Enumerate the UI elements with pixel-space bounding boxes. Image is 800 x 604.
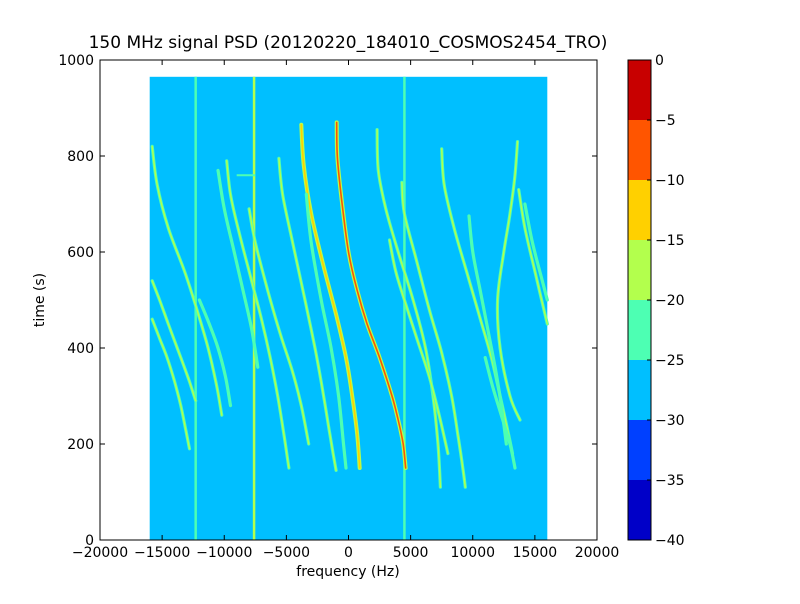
colorbar-tick-label: 0: [655, 53, 664, 69]
y-tick-label: 600: [67, 245, 94, 261]
colorbar-segment: [628, 180, 651, 240]
signal-track: [151, 145, 223, 416]
colorbar-segment: [628, 480, 651, 540]
y-tick-label: 400: [67, 341, 94, 357]
colorbar-segment: [628, 300, 651, 360]
colorbar-tick-label: −35: [655, 473, 685, 489]
colorbar: −40 −35 −30 −25 −20 −15 −10 −5 0: [627, 53, 685, 549]
colorbar-tick-label: −5: [655, 113, 676, 129]
x-axis-ticks: −20000 −15000 −10000 −5000 0 5000 10000 15000 20…: [72, 60, 619, 561]
signal-track: [376, 128, 442, 488]
x-tick-label: −15000: [134, 545, 190, 561]
signal-track: [518, 188, 548, 325]
colorbar-segment: [628, 120, 651, 180]
signal-track: [300, 124, 361, 469]
colorbar-tick-label: −40: [655, 533, 685, 549]
signal-track: [305, 193, 347, 469]
signal-track: [198, 299, 232, 407]
y-tick-label: 800: [67, 149, 94, 165]
signal-track: [226, 160, 290, 469]
signal-tracks: [150, 120, 549, 489]
signal-track: [524, 203, 548, 301]
x-tick-label: 20000: [575, 545, 620, 561]
heatmap-background: [149, 76, 548, 541]
x-tick-label: 5000: [393, 545, 429, 561]
y-tick-label: 0: [85, 533, 94, 549]
chart-title: 150 MHz signal PSD (20120220_184010_COSM…: [89, 33, 608, 53]
signal-track: [496, 140, 521, 421]
signal-track: [151, 318, 191, 450]
colorbar-tick-label: −15: [655, 233, 685, 249]
y-tick-label: 1000: [58, 53, 94, 69]
colorbar-tick-label: −20: [655, 293, 685, 309]
colorbar-tick-label: −30: [655, 413, 685, 429]
x-tick-label: 15000: [513, 545, 558, 561]
x-tick-label: −10000: [196, 545, 252, 561]
signal-track: [441, 148, 514, 455]
x-tick-label: 10000: [450, 545, 495, 561]
x-tick-label: −20000: [72, 545, 128, 561]
signal-track: [401, 181, 466, 488]
signal-track: [335, 121, 407, 469]
plot-area: −20000 −15000 −10000 −5000 0 5000 10000 15000 20…: [58, 53, 619, 561]
signal-track: [151, 280, 197, 402]
x-axis-label: frequency (Hz): [296, 564, 399, 580]
signal-track: [484, 356, 516, 469]
spectrogram-heatmap: [149, 76, 548, 541]
signal-track: [278, 157, 337, 472]
signal-track: [468, 215, 507, 445]
colorbar-segment: [628, 360, 651, 420]
x-tick-label: 0: [344, 545, 353, 561]
x-tick-label: −5000: [263, 545, 310, 561]
colorbar-segment: [628, 420, 651, 480]
colorbar-segments: [628, 60, 651, 540]
signal-track: [388, 239, 449, 455]
y-tick-label: 200: [67, 437, 94, 453]
colorbar-segment: [628, 240, 651, 300]
colorbar-tick-label: −25: [655, 353, 685, 369]
y-axis-ticks: 0 200 400 600 800 1000: [58, 53, 597, 549]
y-axis-label: time (s): [32, 273, 48, 327]
colorbar-tick-label: −10: [655, 173, 685, 189]
colorbar-segment: [628, 60, 651, 120]
signal-track: [248, 208, 310, 445]
colorbar-ticks: −40 −35 −30 −25 −20 −15 −10 −5 0: [647, 53, 685, 549]
signal-track: [217, 169, 259, 368]
